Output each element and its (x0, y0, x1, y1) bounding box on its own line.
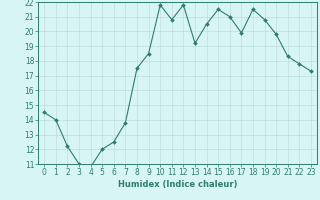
X-axis label: Humidex (Indice chaleur): Humidex (Indice chaleur) (118, 180, 237, 189)
